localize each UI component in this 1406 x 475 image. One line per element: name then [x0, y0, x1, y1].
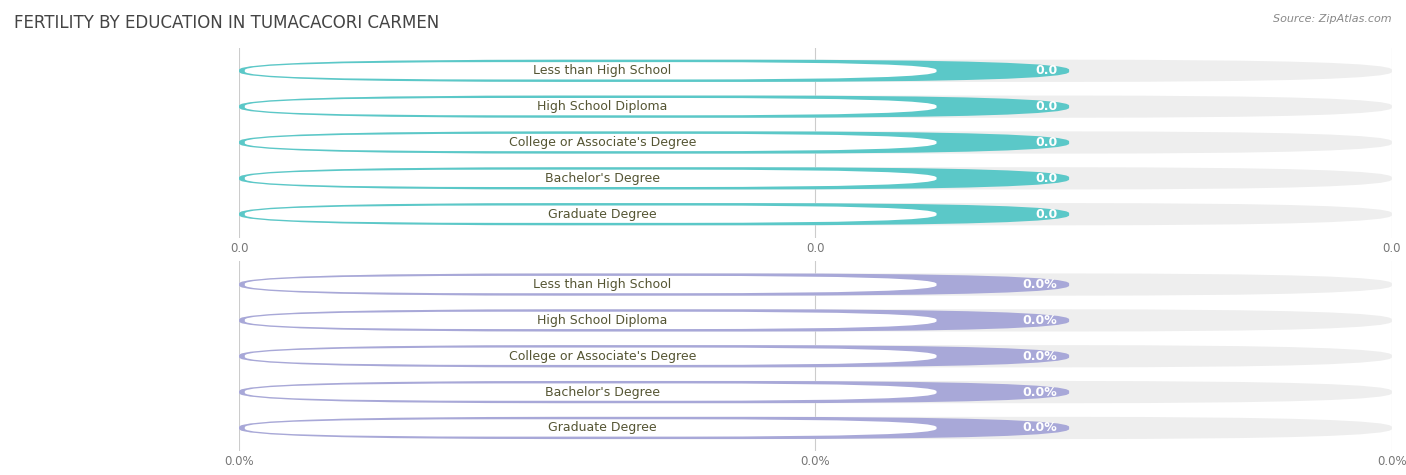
- FancyBboxPatch shape: [239, 309, 1069, 332]
- Text: Source: ZipAtlas.com: Source: ZipAtlas.com: [1274, 14, 1392, 24]
- Text: Bachelor's Degree: Bachelor's Degree: [544, 172, 659, 185]
- Text: High School Diploma: High School Diploma: [537, 100, 668, 113]
- FancyBboxPatch shape: [245, 62, 936, 79]
- FancyBboxPatch shape: [245, 98, 936, 115]
- FancyBboxPatch shape: [245, 419, 936, 437]
- Text: 0.0%: 0.0%: [1022, 386, 1057, 399]
- Text: 0.0%: 0.0%: [1022, 278, 1057, 291]
- FancyBboxPatch shape: [245, 312, 936, 329]
- FancyBboxPatch shape: [245, 170, 936, 187]
- FancyBboxPatch shape: [239, 417, 1392, 439]
- FancyBboxPatch shape: [239, 345, 1392, 367]
- FancyBboxPatch shape: [239, 274, 1069, 295]
- Text: Graduate Degree: Graduate Degree: [548, 421, 657, 435]
- FancyBboxPatch shape: [239, 274, 1392, 295]
- FancyBboxPatch shape: [239, 381, 1392, 403]
- Text: 0.0%: 0.0%: [1022, 421, 1057, 435]
- FancyBboxPatch shape: [239, 167, 1392, 190]
- Text: 0.0%: 0.0%: [1022, 314, 1057, 327]
- Text: College or Associate's Degree: College or Associate's Degree: [509, 136, 696, 149]
- Text: 0.0%: 0.0%: [1022, 350, 1057, 363]
- Text: Graduate Degree: Graduate Degree: [548, 208, 657, 221]
- Text: Less than High School: Less than High School: [533, 64, 671, 77]
- FancyBboxPatch shape: [239, 167, 1069, 190]
- Text: 0.0: 0.0: [1035, 208, 1057, 221]
- Text: 0.0: 0.0: [1035, 100, 1057, 113]
- FancyBboxPatch shape: [239, 309, 1392, 332]
- FancyBboxPatch shape: [239, 132, 1392, 153]
- FancyBboxPatch shape: [239, 60, 1069, 82]
- FancyBboxPatch shape: [239, 381, 1069, 403]
- FancyBboxPatch shape: [239, 417, 1069, 439]
- FancyBboxPatch shape: [239, 132, 1069, 153]
- FancyBboxPatch shape: [239, 95, 1069, 118]
- Text: Bachelor's Degree: Bachelor's Degree: [544, 386, 659, 399]
- Text: Less than High School: Less than High School: [533, 278, 671, 291]
- Text: 0.0: 0.0: [1035, 64, 1057, 77]
- FancyBboxPatch shape: [239, 203, 1069, 225]
- FancyBboxPatch shape: [239, 60, 1392, 82]
- FancyBboxPatch shape: [239, 203, 1392, 225]
- Text: 0.0: 0.0: [1035, 136, 1057, 149]
- FancyBboxPatch shape: [245, 134, 936, 151]
- Text: 0.0: 0.0: [1035, 172, 1057, 185]
- Text: FERTILITY BY EDUCATION IN TUMACACORI CARMEN: FERTILITY BY EDUCATION IN TUMACACORI CAR…: [14, 14, 439, 32]
- Text: High School Diploma: High School Diploma: [537, 314, 668, 327]
- FancyBboxPatch shape: [245, 276, 936, 293]
- FancyBboxPatch shape: [245, 206, 936, 223]
- FancyBboxPatch shape: [245, 348, 936, 365]
- FancyBboxPatch shape: [245, 383, 936, 401]
- FancyBboxPatch shape: [239, 345, 1069, 367]
- Text: College or Associate's Degree: College or Associate's Degree: [509, 350, 696, 363]
- FancyBboxPatch shape: [239, 95, 1392, 118]
